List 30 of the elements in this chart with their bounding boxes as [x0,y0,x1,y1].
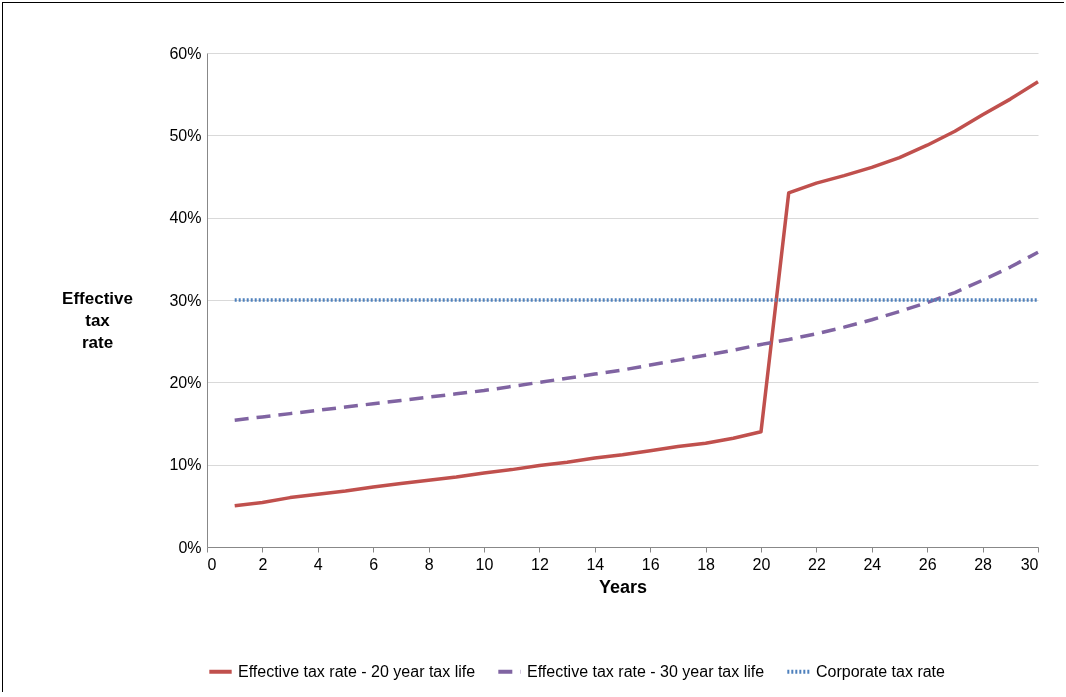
y-tick-label: 60% [169,44,202,62]
y-tick-label: 0% [178,538,202,556]
x-axis-title: Years [598,576,648,597]
x-tick-label: 16 [641,555,660,573]
x-tick-label: 2 [258,555,268,573]
x-tick-label: 6 [369,555,379,573]
y-tick-label: 50% [169,126,202,144]
line-series [232,250,1040,422]
y-tick-label: 10% [169,456,202,474]
y-tick-label: 20% [169,373,202,391]
legend-label: Corporate tax rate [816,662,946,680]
legend-label: Effective tax rate - 20 year tax life [238,662,476,680]
x-tick-label: 4 [313,555,323,573]
x-tick-label: 12 [531,555,549,573]
legend-label: Effective tax rate - 30 year tax life [527,662,765,680]
x-tick-label: 14 [586,555,605,573]
line-series [232,80,1040,508]
x-tick-label: 8 [424,555,434,573]
x-tick-label: 18 [697,555,716,573]
x-tick-label: 24 [863,555,882,573]
x-tick-label: 0 [207,555,217,573]
x-tick-label: 28 [974,555,993,573]
x-tick-label: 22 [808,555,826,573]
x-tick-label: 26 [918,555,937,573]
x-tick-label: 20 [752,555,771,573]
y-axis-title: Effective tax rate [62,288,133,352]
y-tick-label: 30% [169,291,202,309]
x-tick-label: 30 [1020,555,1039,573]
x-tick-label: 10 [475,555,494,573]
y-tick-label: 40% [169,209,202,227]
